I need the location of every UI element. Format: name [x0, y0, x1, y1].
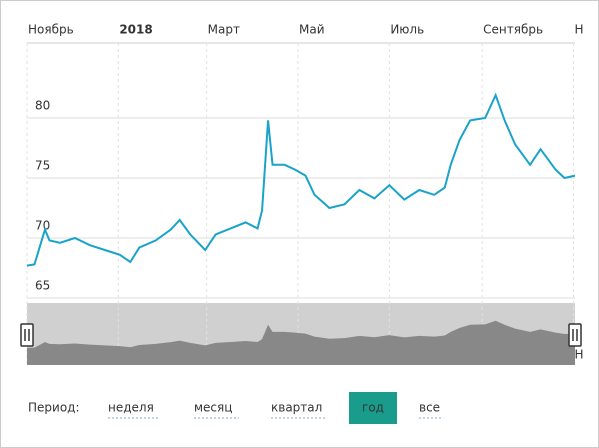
price-line: [26, 92, 576, 267]
x-tick-label: Сентябрь: [483, 23, 543, 37]
navigator-handle[interactable]: [20, 323, 34, 347]
navigator-handle[interactable]: [568, 323, 582, 347]
period-button-active[interactable]: [349, 392, 397, 424]
y-tick-label: 75: [35, 159, 50, 173]
period-option[interactable]: год: [362, 401, 384, 415]
period-option[interactable]: месяц: [194, 401, 232, 415]
x-tick-label: Ноябрь: [28, 23, 74, 37]
period-option[interactable]: все: [419, 401, 440, 415]
x-tick-label: Июль: [390, 23, 424, 37]
period-option[interactable]: квартал: [271, 401, 322, 415]
x-tick-label: 2018: [119, 23, 152, 37]
x-tick-label: Н: [575, 23, 584, 37]
x-tick-label: Март: [208, 23, 240, 37]
period-option[interactable]: неделя: [108, 401, 154, 415]
y-tick-label: 70: [35, 219, 50, 233]
y-tick-label: 80: [35, 99, 50, 113]
navigator-area: [27, 320, 575, 365]
x-tick-label: Май: [299, 23, 325, 37]
period-label: Период:: [28, 401, 80, 415]
navigator-label: Н: [575, 348, 584, 362]
y-tick-label: 65: [35, 279, 50, 293]
